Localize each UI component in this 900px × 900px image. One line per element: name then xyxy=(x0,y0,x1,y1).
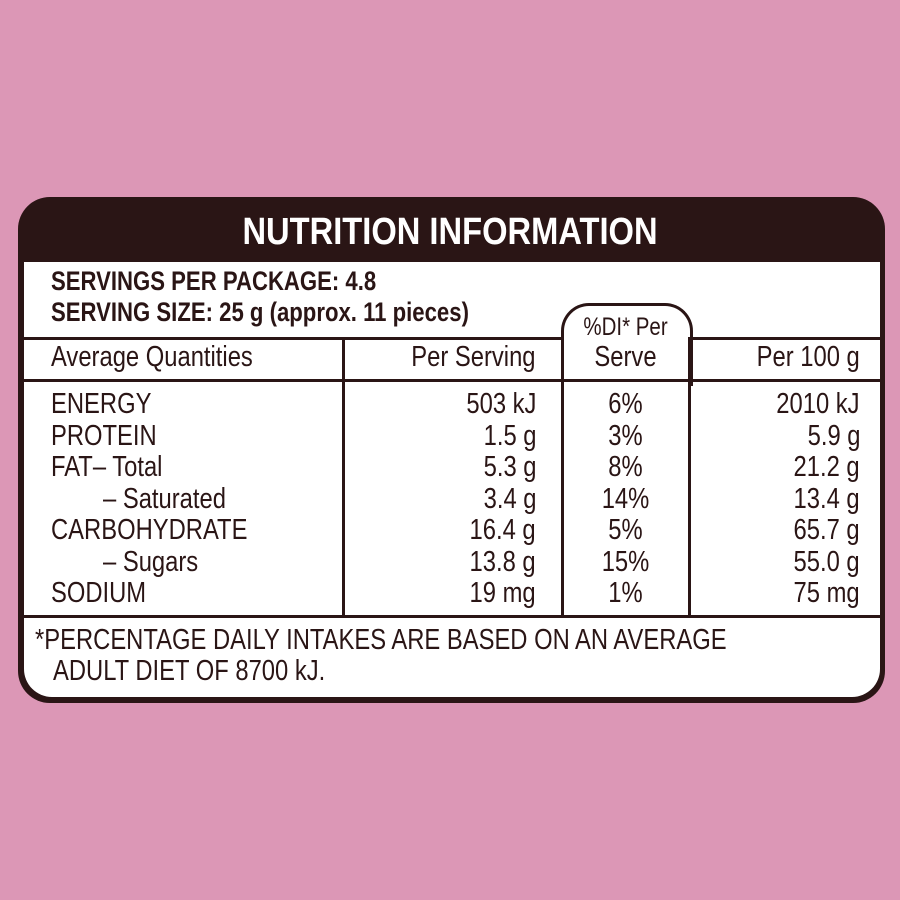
row-di: 14% xyxy=(601,482,650,515)
row-label: – Saturated xyxy=(103,482,226,515)
row-per-100g: 65.7 g xyxy=(793,514,860,546)
row-per-serving: 1.5 g xyxy=(483,419,536,452)
row-label: FAT– Total xyxy=(51,451,163,483)
row-di: 6% xyxy=(608,388,643,420)
row-per-100g: 2010 kJ xyxy=(776,388,860,420)
row-di: 3% xyxy=(608,419,643,452)
row-per-serving: 3.4 g xyxy=(483,482,536,515)
row-per-100g: 21.2 g xyxy=(793,451,860,483)
row-label: SODIUM xyxy=(51,577,147,609)
row-per-serving: 16.4 g xyxy=(469,514,536,546)
row-di: 5% xyxy=(608,514,643,546)
footnote-line1: *PERCENTAGE DAILY INTAKES ARE BASED ON A… xyxy=(35,624,727,656)
row-per-100g: 75 mg xyxy=(793,577,860,609)
row-di: 15% xyxy=(601,545,650,578)
row-per-100g: 55.0 g xyxy=(793,545,860,578)
servings-per-package: SERVINGS PER PACKAGE: 4.8 xyxy=(51,266,377,296)
panel-title: NUTRITION INFORMATION xyxy=(242,211,658,253)
column-divider xyxy=(342,337,345,617)
row-di: 8% xyxy=(608,451,643,483)
row-per-serving: 19 mg xyxy=(469,577,536,609)
row-per-100g: 5.9 g xyxy=(807,419,860,452)
row-per-100g: 13.4 g xyxy=(793,482,860,515)
row-di: 1% xyxy=(608,577,643,609)
row-label: ENERGY xyxy=(51,388,152,420)
row-per-serving: 13.8 g xyxy=(469,545,536,578)
header-di-line1: %DI* Per xyxy=(583,313,668,341)
header-per-serving: Per Serving xyxy=(411,341,536,373)
header-average-quantities: Average Quantities xyxy=(51,341,253,373)
header-di-line2: Serve xyxy=(594,341,657,373)
nutrition-table xyxy=(24,262,880,697)
row-label: – Sugars xyxy=(103,545,199,578)
header-bottom-divider xyxy=(24,379,880,382)
footer-divider xyxy=(24,615,880,618)
row-label: CARBOHYDRATE xyxy=(51,514,248,546)
serving-size: SERVING SIZE: 25 g (approx. 11 pieces) xyxy=(51,297,469,327)
row-per-serving: 5.3 g xyxy=(483,451,536,483)
footnote-line2: ADULT DIET OF 8700 kJ. xyxy=(53,655,326,687)
row-label: PROTEIN xyxy=(51,419,157,452)
column-divider xyxy=(561,337,564,617)
column-divider xyxy=(688,337,691,617)
header-top-divider xyxy=(24,337,880,340)
header-per-100g: Per 100 g xyxy=(756,341,860,373)
row-per-serving: 503 kJ xyxy=(465,388,536,420)
